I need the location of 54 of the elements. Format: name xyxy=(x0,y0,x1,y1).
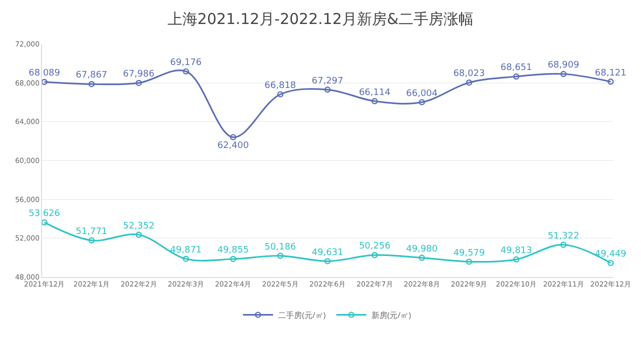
data-label: 67,297 xyxy=(312,76,344,86)
point xyxy=(136,80,142,86)
point xyxy=(230,256,236,262)
point xyxy=(560,242,567,248)
point xyxy=(324,258,331,264)
point xyxy=(466,258,472,265)
data-label: 62,400 xyxy=(217,141,250,152)
legend-label: 新房(元/㎡) xyxy=(371,310,412,321)
point xyxy=(88,81,95,88)
point xyxy=(466,80,472,86)
point xyxy=(277,91,284,98)
point xyxy=(560,70,567,78)
point xyxy=(608,260,614,266)
point xyxy=(324,86,331,93)
data-label: 68,651 xyxy=(500,63,532,74)
data-label: 49,449 xyxy=(594,250,627,260)
point xyxy=(372,252,378,258)
point xyxy=(513,73,520,80)
data-label: 69,176 xyxy=(170,58,202,68)
data-label: 52,352 xyxy=(122,221,154,232)
legend-label: 二手房(元/㎡) xyxy=(278,310,326,321)
point xyxy=(136,232,142,238)
data-label: 49,579 xyxy=(453,248,486,258)
data-label: 51,322 xyxy=(548,231,580,242)
point xyxy=(372,98,378,104)
data-label: 68,089 xyxy=(28,68,60,79)
chart-title: 上海2021.12月-2022.12月新房&二手房涨幅 xyxy=(167,10,474,28)
data-label: 50,186 xyxy=(264,242,296,252)
data-label: 68,121 xyxy=(594,68,626,78)
data-label: 53,626 xyxy=(28,209,60,220)
data-label: 66,818 xyxy=(264,80,296,91)
point xyxy=(418,99,425,106)
data-label: 50,256 xyxy=(358,242,391,252)
data-label: 67,986 xyxy=(122,70,155,80)
point xyxy=(182,68,190,75)
data-label: 49,980 xyxy=(406,244,438,254)
point xyxy=(608,78,614,85)
point xyxy=(418,254,425,261)
point xyxy=(277,252,284,259)
data-label: 68,023 xyxy=(453,69,485,80)
point xyxy=(41,78,48,86)
point xyxy=(513,256,520,262)
data-label: 68,909 xyxy=(548,60,580,71)
data-label: 51,771 xyxy=(76,227,108,238)
data-label: 49,813 xyxy=(500,246,532,256)
data-label: 49,871 xyxy=(170,245,202,256)
point xyxy=(230,134,236,140)
data-label: 66,004 xyxy=(406,88,438,99)
point xyxy=(88,237,95,244)
data-label: 66,114 xyxy=(358,88,391,98)
point xyxy=(182,256,190,262)
data-label: 49,631 xyxy=(312,248,344,258)
data-label: 67,867 xyxy=(76,70,108,81)
data-label: 49,855 xyxy=(217,246,249,256)
